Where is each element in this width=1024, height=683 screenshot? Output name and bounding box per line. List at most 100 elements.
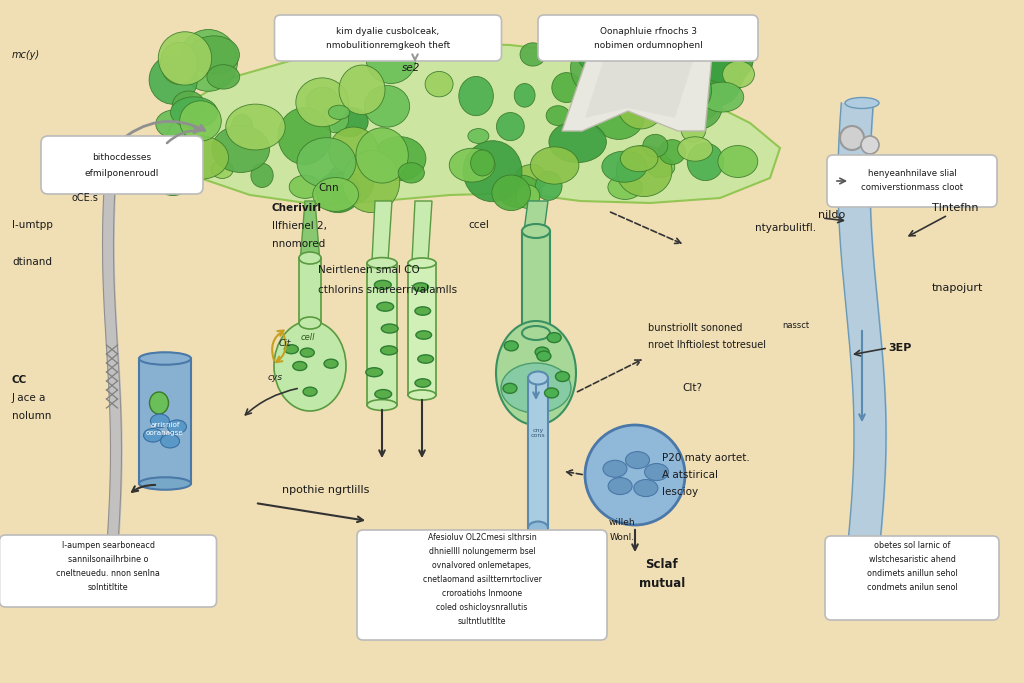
Ellipse shape xyxy=(515,165,547,191)
FancyBboxPatch shape xyxy=(274,15,502,61)
Text: nroet lhftiolest totresuel: nroet lhftiolest totresuel xyxy=(648,340,766,350)
Ellipse shape xyxy=(367,37,416,83)
Ellipse shape xyxy=(408,258,436,268)
Ellipse shape xyxy=(331,107,369,137)
Ellipse shape xyxy=(459,76,494,115)
Text: kim dyalie cusbolceak,: kim dyalie cusbolceak, xyxy=(336,27,439,36)
Ellipse shape xyxy=(293,361,307,370)
Bar xyxy=(522,231,550,333)
Text: cys: cys xyxy=(267,373,283,382)
Ellipse shape xyxy=(522,224,550,238)
Text: Cnn: Cnn xyxy=(318,183,339,193)
Ellipse shape xyxy=(326,163,374,204)
Ellipse shape xyxy=(658,139,685,165)
Ellipse shape xyxy=(845,98,879,109)
Text: cthlorins snareerriyalamlls: cthlorins snareerriyalamlls xyxy=(318,285,457,295)
Text: ccel: ccel xyxy=(468,220,488,230)
Ellipse shape xyxy=(498,175,542,208)
Text: henyeanhnilave slial: henyeanhnilave slial xyxy=(867,169,956,178)
Ellipse shape xyxy=(471,150,495,176)
Text: comiverstionmass cloot: comiverstionmass cloot xyxy=(861,184,963,193)
Ellipse shape xyxy=(211,161,233,178)
Ellipse shape xyxy=(356,128,409,183)
Ellipse shape xyxy=(367,257,397,268)
Ellipse shape xyxy=(701,82,743,112)
Text: bunstriollt sononed: bunstriollt sononed xyxy=(648,323,742,333)
Ellipse shape xyxy=(536,347,549,357)
Text: Afesioluv OL2Cmesi slthrsin: Afesioluv OL2Cmesi slthrsin xyxy=(428,533,537,542)
Ellipse shape xyxy=(522,326,550,340)
Ellipse shape xyxy=(415,379,431,387)
Ellipse shape xyxy=(501,363,571,413)
Bar xyxy=(139,359,191,484)
Ellipse shape xyxy=(536,171,562,200)
Bar xyxy=(299,258,321,323)
Text: oCE.s: oCE.s xyxy=(72,193,99,203)
Text: Neirtlenen smal CO: Neirtlenen smal CO xyxy=(318,265,420,275)
Ellipse shape xyxy=(339,65,385,115)
Ellipse shape xyxy=(315,173,360,212)
Ellipse shape xyxy=(366,367,383,377)
Ellipse shape xyxy=(723,61,755,87)
Ellipse shape xyxy=(537,351,551,361)
Ellipse shape xyxy=(299,317,321,329)
Text: arrisniof
ooranagse: arrisniof ooranagse xyxy=(146,422,184,436)
Ellipse shape xyxy=(343,150,399,212)
Ellipse shape xyxy=(549,122,606,163)
Ellipse shape xyxy=(530,147,579,184)
Text: Clt?: Clt? xyxy=(682,383,702,393)
Ellipse shape xyxy=(285,345,298,354)
Text: Cit: Cit xyxy=(279,339,291,348)
Ellipse shape xyxy=(608,477,632,494)
Text: condmets anilun senol: condmets anilun senol xyxy=(866,583,957,591)
Ellipse shape xyxy=(602,151,647,182)
Text: se2: se2 xyxy=(402,63,421,73)
Ellipse shape xyxy=(647,157,675,178)
Ellipse shape xyxy=(626,451,649,469)
Text: llfhienel 2,: llfhienel 2, xyxy=(272,221,327,231)
Ellipse shape xyxy=(373,137,426,181)
Ellipse shape xyxy=(381,346,397,355)
Text: coled oshicloysnrallutis: coled oshicloysnrallutis xyxy=(436,602,527,611)
Ellipse shape xyxy=(172,136,228,179)
Text: nmobulitionremgkeoh theft: nmobulitionremgkeoh theft xyxy=(326,42,451,51)
Text: nobimen ordumnophenl: nobimen ordumnophenl xyxy=(594,42,702,51)
Ellipse shape xyxy=(225,104,286,150)
Text: cneltneuedu. nnon senlna: cneltneuedu. nnon senlna xyxy=(56,568,160,578)
Ellipse shape xyxy=(151,414,169,428)
Ellipse shape xyxy=(585,425,685,525)
Ellipse shape xyxy=(415,307,431,315)
Ellipse shape xyxy=(497,113,524,141)
Ellipse shape xyxy=(528,372,548,385)
Ellipse shape xyxy=(520,43,546,66)
Ellipse shape xyxy=(528,522,548,535)
Ellipse shape xyxy=(156,110,193,138)
Text: P20 maty aortet.: P20 maty aortet. xyxy=(662,453,750,463)
Ellipse shape xyxy=(616,79,665,129)
Ellipse shape xyxy=(450,148,495,182)
Ellipse shape xyxy=(545,388,558,398)
Ellipse shape xyxy=(306,87,339,117)
Ellipse shape xyxy=(718,145,758,178)
Bar xyxy=(408,263,436,395)
Ellipse shape xyxy=(681,117,706,142)
Ellipse shape xyxy=(231,114,253,138)
Text: ondimets anillun sehol: ondimets anillun sehol xyxy=(866,568,957,578)
Polygon shape xyxy=(562,55,712,131)
Ellipse shape xyxy=(616,145,672,197)
Text: efmilponenroudl: efmilponenroudl xyxy=(85,169,159,178)
Text: nildo: nildo xyxy=(818,210,845,220)
Ellipse shape xyxy=(696,56,741,105)
Ellipse shape xyxy=(329,127,378,175)
Ellipse shape xyxy=(603,460,627,477)
Text: cny
cons: cny cons xyxy=(530,428,546,438)
Ellipse shape xyxy=(643,135,668,157)
Polygon shape xyxy=(155,43,780,205)
Ellipse shape xyxy=(299,252,321,264)
Ellipse shape xyxy=(664,67,712,115)
Text: nassct: nassct xyxy=(782,321,809,330)
Bar xyxy=(528,378,548,528)
Text: dhniellll nolungemerm bsel: dhniellll nolungemerm bsel xyxy=(429,546,536,555)
Text: obetes sol larnic of: obetes sol larnic of xyxy=(873,540,950,550)
Ellipse shape xyxy=(463,141,522,201)
